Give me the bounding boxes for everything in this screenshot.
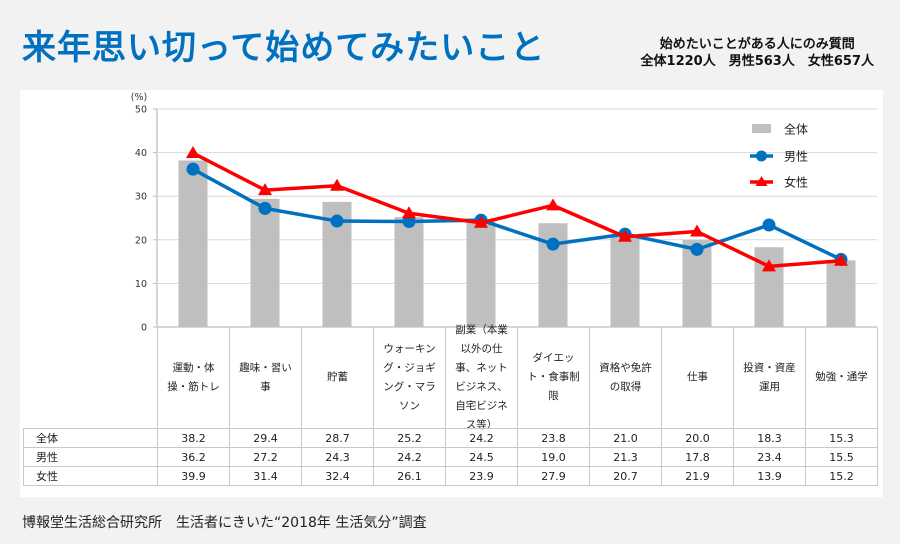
table-cell: 21.3 xyxy=(589,447,662,467)
table-cell: 15.5 xyxy=(805,447,878,467)
table-cell: 26.1 xyxy=(373,466,446,486)
series-line-female xyxy=(192,151,842,269)
table-cell: 29.4 xyxy=(229,428,302,448)
table-cell: 17.8 xyxy=(661,447,734,467)
bar xyxy=(250,198,280,327)
y-tick-label: 20 xyxy=(135,235,147,246)
page-title: 来年思い切って始めてみたいこと xyxy=(22,28,546,68)
table-row: 全体 38.2 29.4 28.7 25.2 24.2 23.8 21.0 20.0 18.3 15… xyxy=(23,428,878,448)
point-female xyxy=(330,178,344,191)
point-female xyxy=(402,206,416,219)
bar xyxy=(466,221,496,327)
y-tick-label: 30 xyxy=(135,192,147,203)
y-tick-label: 40 xyxy=(135,148,147,159)
table-cell: 15.3 xyxy=(805,428,878,448)
data-table: 全体 38.2 29.4 28.7 25.2 24.2 23.8 21.0 20.0 18.3 15… xyxy=(23,428,878,486)
category-border xyxy=(877,327,886,428)
y-axis-unit-label: (%) xyxy=(131,92,147,103)
point-male xyxy=(330,214,344,228)
table-cell: 24.2 xyxy=(445,428,518,448)
y-tick-label: 50 xyxy=(135,105,147,116)
bar xyxy=(178,160,208,327)
table-cell: 15.2 xyxy=(805,466,878,486)
bar xyxy=(826,260,856,327)
category-label: 投資・資産 運用 xyxy=(733,327,805,428)
point-female xyxy=(618,229,632,242)
table-cell: 18.3 xyxy=(733,428,806,448)
table-cell: 28.7 xyxy=(301,428,374,448)
bar xyxy=(754,247,784,327)
table-cell: 25.2 xyxy=(373,428,446,448)
point-female xyxy=(186,146,200,159)
point-female xyxy=(834,253,848,266)
point-male xyxy=(546,237,560,251)
point-female xyxy=(474,215,488,228)
row-label: 全体 xyxy=(23,428,158,448)
legend-swatch-all xyxy=(752,124,771,133)
line-series xyxy=(186,146,848,272)
survey-note-line2: 全体1220人 男性563人 女性657人 xyxy=(640,54,874,69)
table-cell: 24.2 xyxy=(373,447,446,467)
legend-label: 男性 xyxy=(784,150,808,164)
table-cell: 23.8 xyxy=(517,428,590,448)
point-male xyxy=(402,214,416,228)
table-row: 男性 36.2 27.2 24.3 24.2 24.5 19.0 21.3 17.8 23.4 15… xyxy=(23,447,878,467)
table-cell: 21.0 xyxy=(589,428,662,448)
point-male xyxy=(258,201,272,215)
category-label: 資格や免許 の取得 xyxy=(589,327,661,428)
table-cell: 36.2 xyxy=(157,447,230,467)
point-male xyxy=(762,218,776,232)
point-male xyxy=(690,242,704,256)
category-label: ウォーキン グ・ジョギ ング・マラ ソン xyxy=(373,327,445,428)
category-label: 勉強・通学 xyxy=(805,327,877,428)
legend-label: 全体 xyxy=(784,122,808,137)
table-cell: 27.2 xyxy=(229,447,302,467)
table-cell: 21.9 xyxy=(661,466,734,486)
row-label: 女性 xyxy=(23,466,158,486)
point-male xyxy=(186,162,200,176)
table-cell: 39.9 xyxy=(157,466,230,486)
legend-marker-female xyxy=(755,176,768,186)
table-cell: 27.9 xyxy=(517,466,590,486)
category-label: 運動・体 操・筋トレ xyxy=(157,327,229,428)
point-female xyxy=(546,198,560,211)
table-cell: 20.7 xyxy=(589,466,662,486)
category-label: ダイエッ ト・食事制 限 xyxy=(517,327,589,428)
point-female xyxy=(258,183,272,196)
table-cell: 20.0 xyxy=(661,428,734,448)
legend-marker-male xyxy=(756,150,767,162)
table-cell: 38.2 xyxy=(157,428,230,448)
table-cell: 31.4 xyxy=(229,466,302,486)
category-label: 副業（本業 以外の仕 事、ネット ビジネス、 自宅ビジネ ス等） xyxy=(445,324,517,431)
table-cell: 24.3 xyxy=(301,447,374,467)
table-cell: 19.0 xyxy=(517,447,590,467)
y-tick-label: 0 xyxy=(141,323,147,334)
category-label: 趣味・習い 事 xyxy=(229,327,301,428)
table-cell: 13.9 xyxy=(733,466,806,486)
point-female xyxy=(762,259,776,272)
series-line-male xyxy=(192,167,842,261)
survey-note: 始めたいことがある人にのみ質問 全体1220人 男性563人 女性657人 xyxy=(641,36,874,70)
point-female xyxy=(690,224,704,237)
legend-label: 女性 xyxy=(784,175,808,190)
bar xyxy=(394,217,424,327)
category-label: 仕事 xyxy=(661,327,733,428)
table-row: 女性 39.9 31.4 32.4 26.1 23.9 27.9 20.7 21.9 13.9 15… xyxy=(23,466,878,486)
bar xyxy=(610,235,640,327)
row-label: 男性 xyxy=(23,447,158,467)
category-label: 貯蓄 xyxy=(301,327,373,428)
table-cell: 32.4 xyxy=(301,466,374,486)
bars-series-all xyxy=(178,160,856,327)
survey-note-line1: 始めたいことがある人にのみ質問 xyxy=(659,37,855,52)
table-cell: 23.4 xyxy=(733,447,806,467)
table-cell: 24.5 xyxy=(445,447,518,467)
y-tick-label: 10 xyxy=(135,279,147,290)
table-cell: 23.9 xyxy=(445,466,518,486)
source-note: 博報堂生活総合研究所 生活者にきいた“2018年 生活気分”調査 xyxy=(22,515,427,531)
